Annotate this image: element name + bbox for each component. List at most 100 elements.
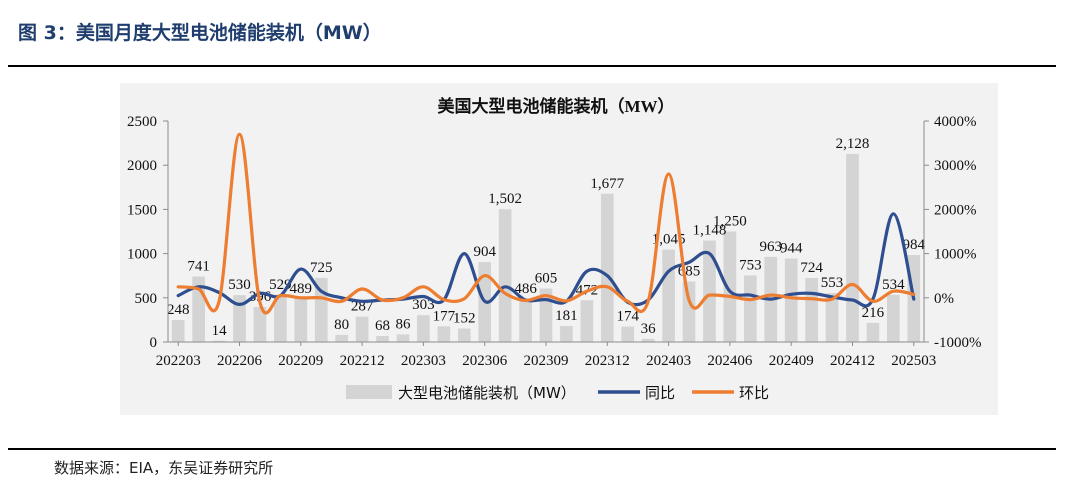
x-axis: 202203 202206 202209 202212 202303 202306 2023… <box>156 341 936 369</box>
right-y-axis: -1000% 0% 1000% 2000% 3000% 4000% <box>923 114 982 351</box>
bar-data-label: 944 <box>780 241 803 257</box>
line-series <box>176 132 916 315</box>
bar <box>580 300 594 342</box>
bar <box>376 335 389 342</box>
bar <box>846 153 859 342</box>
bar-data-label: 984 <box>903 237 926 253</box>
bar <box>621 326 635 342</box>
right-y-tick-label: 3000% <box>934 158 977 174</box>
bar <box>682 281 696 342</box>
x-tick-label: 202206 <box>217 353 263 369</box>
bar-data-label: 553 <box>821 275 844 291</box>
bar <box>294 298 308 342</box>
right-y-tick-label: 2000% <box>934 202 977 218</box>
bar <box>743 275 757 342</box>
x-tick-label: 202203 <box>156 353 201 369</box>
bar-data-label: 489 <box>290 281 313 297</box>
left-y-axis: 0 500 1000 1500 2000 2500 <box>127 114 169 351</box>
bar <box>437 326 451 342</box>
bar-data-label: 80 <box>334 317 349 333</box>
bar <box>641 338 655 342</box>
x-tick-label: 202212 <box>340 353 385 369</box>
bar <box>539 288 553 342</box>
bar <box>519 299 532 342</box>
bar <box>784 258 798 342</box>
bar-data-label: 1,148 <box>693 223 727 239</box>
bar-data-label: 86 <box>395 316 411 332</box>
bar <box>417 315 430 342</box>
right-y-tick-label: 4000% <box>934 114 977 130</box>
bar-data-label: 303 <box>412 297 435 313</box>
bar-data-label: 1,502 <box>488 191 522 207</box>
x-tick-label: 202309 <box>524 353 569 369</box>
bar-data-label: 530 <box>228 277 251 293</box>
legend: 大型电池储能装机（MW） 同比 环比 <box>346 384 769 402</box>
bar <box>703 240 716 342</box>
chart-title: 美国大型电池储能装机（MW） <box>437 96 674 116</box>
bar <box>171 320 185 342</box>
bar <box>355 316 369 342</box>
bar-data-label: 248 <box>167 302 190 318</box>
bar-data-label: 1,677 <box>590 176 624 192</box>
bar <box>560 325 573 342</box>
bar-data-label: 725 <box>310 260 333 276</box>
left-y-tick-label: 1500 <box>127 202 157 218</box>
x-tick-label: 202406 <box>707 353 753 369</box>
bar <box>274 295 287 342</box>
right-y-tick-label: 1000% <box>934 247 977 263</box>
bar-series <box>171 153 921 342</box>
bar-data-label: 152 <box>453 311 476 327</box>
legend-label-mom: 环比 <box>739 384 769 402</box>
left-y-tick-label: 2500 <box>127 114 157 130</box>
bar-data-label: 177 <box>433 308 456 324</box>
bar-data-label: 724 <box>800 260 823 276</box>
source-note: 数据来源：EIA，东吴证券研究所 <box>54 459 274 477</box>
bar-data-label: 605 <box>535 271 558 287</box>
left-y-tick-label: 2000 <box>127 158 157 174</box>
yoy-line <box>176 212 916 308</box>
bar-data-label: 753 <box>739 257 762 273</box>
bar-data-label: 36 <box>641 321 657 337</box>
bar <box>233 295 246 342</box>
bar <box>335 334 349 342</box>
bar <box>457 328 471 342</box>
bar <box>866 322 880 342</box>
bar <box>498 209 512 342</box>
legend-label-bar: 大型电池储能装机（MW） <box>398 384 576 402</box>
bottom-rule <box>8 448 1056 450</box>
top-rule <box>8 65 1056 67</box>
left-y-tick-label: 1000 <box>127 247 157 263</box>
bar <box>805 277 818 342</box>
bar-data-label: 534 <box>882 277 905 293</box>
bar-data-label: 2,128 <box>836 136 870 152</box>
legend-label-yoy: 同比 <box>645 384 675 402</box>
bar <box>600 193 614 342</box>
bar <box>212 340 226 342</box>
right-y-tick-label: 0% <box>934 291 954 307</box>
legend-swatch-bar <box>346 385 392 399</box>
figure-caption: 图 3：美国月度大型电池储能装机（MW） <box>18 22 382 44</box>
x-tick-label: 202209 <box>278 353 323 369</box>
x-tick-label: 202303 <box>401 353 446 369</box>
bar-data-label: 216 <box>862 305 885 321</box>
x-tick-label: 202409 <box>769 353 814 369</box>
x-tick-label: 202312 <box>585 353 630 369</box>
bar <box>723 231 737 342</box>
bar-data-label: 174 <box>616 309 639 325</box>
bar-data-label: 741 <box>187 258 210 274</box>
left-y-tick-label: 500 <box>135 291 158 307</box>
bar <box>253 306 267 342</box>
bar <box>825 293 839 342</box>
bar-data-label: 1,250 <box>713 214 747 230</box>
bar-data-label: 181 <box>555 308 578 324</box>
x-tick-label: 202503 <box>891 353 936 369</box>
bar-data-label: 68 <box>375 318 390 334</box>
bar <box>887 294 900 342</box>
bar <box>396 334 410 342</box>
bar <box>662 249 675 342</box>
bar-data-label: 14 <box>212 323 228 339</box>
bar-data-label: 904 <box>473 244 496 260</box>
x-tick-label: 202403 <box>646 353 691 369</box>
x-tick-label: 202306 <box>462 353 508 369</box>
